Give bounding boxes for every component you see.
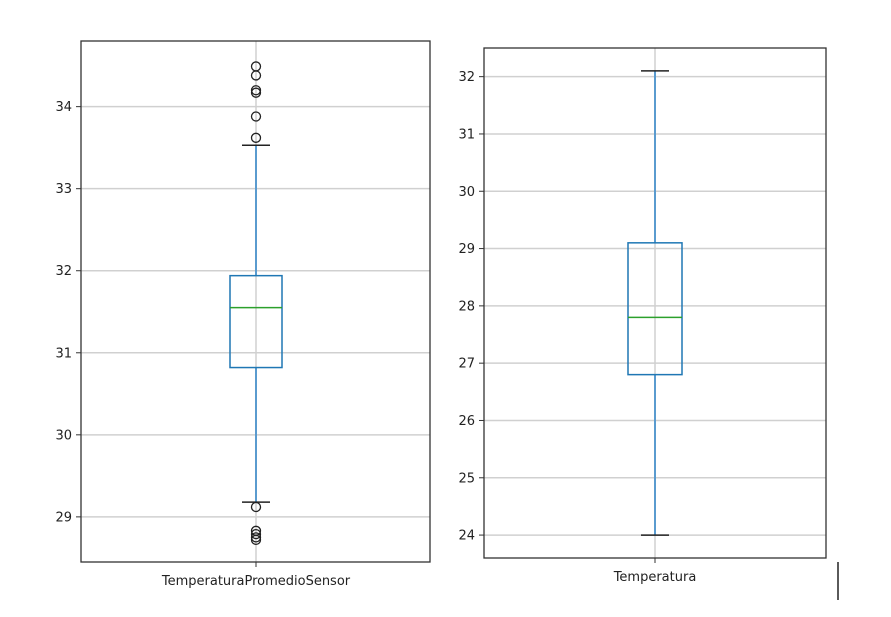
ytick-label: 29 [55, 510, 72, 525]
ytick-label: 34 [55, 100, 72, 115]
outlier-point [250, 111, 262, 122]
ytick-label: 30 [458, 185, 475, 200]
ytick-label: 32 [55, 264, 72, 279]
ytick-label: 27 [458, 357, 475, 372]
outlier-point [250, 528, 262, 540]
box-iqr [229, 274, 283, 369]
ytick-label: 33 [55, 182, 72, 197]
ytick-label: 30 [55, 428, 72, 443]
outlier-point [250, 87, 262, 98]
axes-frame [80, 40, 431, 563]
outlier-point [250, 534, 262, 545]
xtick-label: TemperaturaPromedioSensor [161, 574, 351, 589]
ytick-label: 25 [458, 471, 475, 486]
ytick-label: 26 [458, 414, 475, 429]
outlier-point [250, 70, 262, 81]
ytick-label: 28 [458, 299, 475, 314]
ytick-label: 32 [458, 70, 475, 85]
xtick-label: Temperatura [613, 570, 697, 585]
boxplot-panel-temperatura-promedio-sensor: 29 30 31 32 33 34 TemperaturaPromedioSensor [55, 40, 431, 589]
outlier-point [250, 132, 262, 143]
box-iqr [627, 242, 683, 376]
ytick-label: 24 [458, 529, 475, 544]
outlier-point [250, 501, 262, 513]
ytick-label: 31 [458, 127, 475, 142]
axes-frame [483, 47, 827, 559]
ytick-label: 29 [458, 242, 475, 257]
ytick-label: 31 [55, 346, 72, 361]
boxplot-panel-temperatura: 24 25 26 27 28 29 30 31 32 Temperatura [458, 47, 827, 585]
